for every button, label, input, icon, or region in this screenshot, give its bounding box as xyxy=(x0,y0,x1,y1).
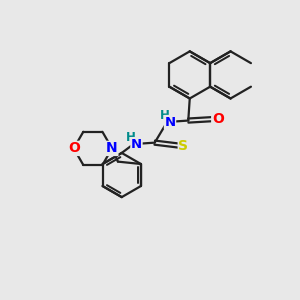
Text: O: O xyxy=(68,141,80,155)
Text: N: N xyxy=(106,141,118,155)
Text: N: N xyxy=(164,116,175,128)
Text: H: H xyxy=(126,131,136,144)
Text: N: N xyxy=(131,138,142,151)
Text: S: S xyxy=(178,139,188,153)
Text: H: H xyxy=(160,109,170,122)
Text: O: O xyxy=(212,112,224,126)
